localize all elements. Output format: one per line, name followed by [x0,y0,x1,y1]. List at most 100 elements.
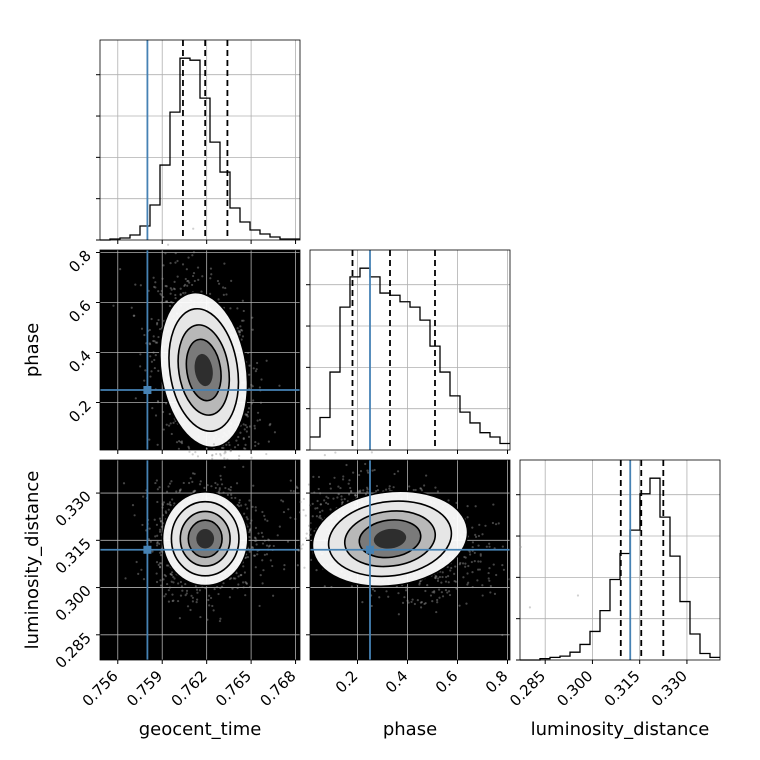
sample-point [266,519,269,522]
sample-point [209,292,212,295]
contour-0 [161,491,249,587]
sample-point [267,440,270,443]
sample-point [167,485,170,488]
sample-point [366,488,369,491]
sample-point [269,559,272,562]
sample-point [160,525,163,528]
sample-point [406,599,409,602]
sample-point [481,584,484,587]
sample-point [426,584,429,587]
sample-point [155,341,159,344]
ylabel-luminosity_distance: luminosity_distance [22,471,43,650]
sample-point [416,599,419,602]
sample-point [412,488,415,492]
sample-point [474,533,477,536]
sample-point [224,486,227,490]
sample-point [219,452,222,456]
sample-point [153,518,156,521]
sample-point [316,507,319,510]
sample-point [225,443,228,446]
sample-point [211,604,214,608]
sample-point [455,587,458,590]
sample-point [229,577,233,580]
sample-point [242,581,245,584]
sample-point [229,486,233,489]
sample-point [229,489,232,492]
sample-point [253,427,257,430]
ytick-label-phase: 0.2 [65,397,95,427]
sample-point [206,483,209,487]
sample-point [433,590,436,593]
sample-point [488,545,491,548]
sample-point [195,588,199,591]
sample-point [358,473,361,477]
sample-point [158,566,162,569]
sample-point [265,553,269,556]
sample-point [313,491,316,494]
sample-point [183,284,186,288]
sample-point [458,604,461,607]
sample-point [273,431,277,434]
sample-point [289,516,292,519]
sample-point [173,502,176,505]
sample-point [236,503,239,507]
sample-point [204,587,207,590]
sample-point [142,495,145,498]
sample-point [231,587,234,590]
sample-point [186,284,189,287]
sample-point [319,492,322,495]
sample-point [171,301,174,304]
sample-point [366,490,369,493]
sample-point [350,585,353,588]
sample-point [257,442,260,445]
sample-point [199,615,202,619]
sample-point [169,287,172,290]
sample-point [251,545,254,549]
sample-point [189,608,192,612]
sample-point [297,548,300,551]
sample-point [162,295,165,299]
sample-point [419,601,423,604]
sample-point [347,482,350,485]
sample-point [420,601,423,604]
sample-point [260,378,263,381]
sample-point [283,564,286,567]
sample-point [282,510,286,514]
contour-1 [168,307,240,433]
sample-point [169,262,172,265]
contour-1 [327,500,453,578]
sample-point [234,496,237,500]
sample-point [130,306,133,309]
sample-point [217,592,220,596]
sample-point [158,327,162,331]
sample-point [170,288,173,291]
sample-point [441,575,444,579]
sample-point [295,485,298,488]
sample-point [159,554,163,557]
sample-point [172,287,175,290]
sample-point [280,499,283,502]
sample-point [292,489,295,493]
sample-point [156,542,159,545]
sample-point [258,386,261,389]
sample-point [301,543,304,546]
sample-point [333,476,336,479]
sample-point [455,501,458,504]
sample-point [248,550,251,553]
sample-point [238,501,241,504]
sample-point [434,577,437,580]
sample-point [340,498,343,501]
sample-point [155,561,159,564]
sample-point [178,491,181,494]
sample-point [208,594,211,597]
sample-point [239,574,242,577]
xtick-label-luminosity_distance: 0.315 [601,667,644,710]
sample-point [164,575,167,578]
sample-point [169,422,172,425]
sample-point [433,591,436,594]
sample-point [143,333,146,337]
sample-point [373,589,376,593]
sample-point [172,581,175,584]
sample-point [256,553,259,556]
sample-point [148,328,151,332]
